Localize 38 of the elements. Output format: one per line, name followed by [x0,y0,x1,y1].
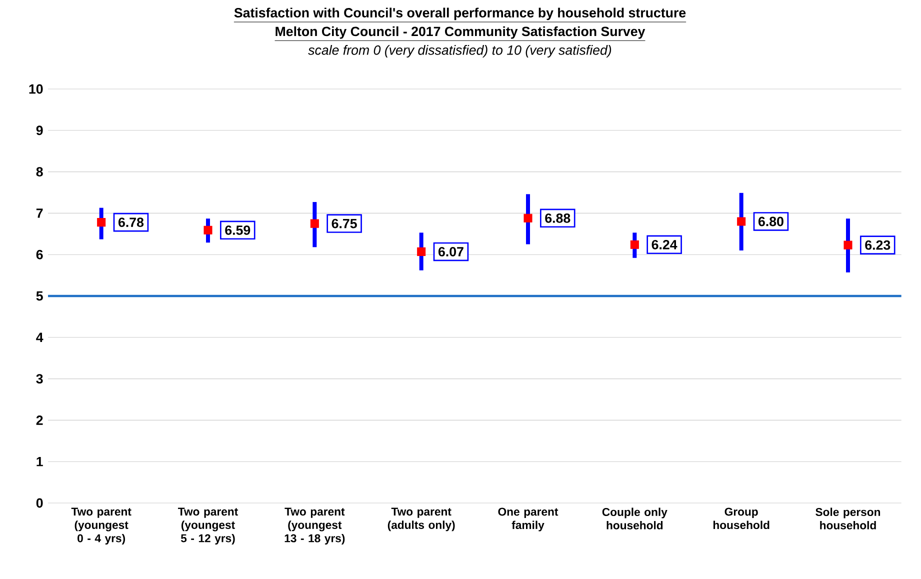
x-tick-label: One parent family [498,508,558,532]
x-tick-label: Group household [713,508,770,530]
data-label: 6.88 [545,213,570,223]
data-label: 6.59 [225,225,250,235]
y-tick-label: 10 [29,84,43,94]
x-tick-label: Two parent (youngest 0 - 4 yrs) [71,508,132,545]
x-tick-label: Sole person household [816,508,880,530]
chart-title: Satisfaction with Council's overall performance by household structure [234,8,686,20]
y-tick-label: 2 [36,416,43,425]
point [630,240,639,249]
data-label: 6.78 [118,218,144,228]
data-label: 6.80 [758,216,784,226]
data-label: 6.24 [652,240,678,250]
point [97,218,106,227]
y-tick-label: 1 [36,457,43,466]
y-tick-label: 6 [36,250,43,260]
y-tick-label: 8 [36,167,43,177]
data-label: 6.07 [438,246,464,256]
x-tick-label: Two parent (youngest 5 - 12 yrs) [178,508,238,545]
text: scale from 0 (very dissatisfied) to 10 (very satisfied) [308,45,612,58]
point [204,226,212,234]
point [737,217,746,226]
x-tick-label: Couple only household [602,508,668,530]
y-tick-label: 3 [36,374,43,384]
y-tick-label: 7 [36,208,43,218]
data-label: 6.23 [865,240,890,250]
data-label: 6.75 [332,218,357,228]
point [310,219,319,228]
x-tick-label: Two parent (adults only) [388,508,455,532]
x-tick-label: Two parent (youngest 13 - 18 yrs) [284,508,345,545]
y-tick-label: 5 [36,291,43,301]
point [524,214,532,222]
y-tick-label: 4 [36,332,44,342]
point [844,240,852,250]
y-tick-label: 0 [36,498,43,508]
chart-subtitle: Melton City Council - 2017 Community Satisfaction Survey [276,26,646,39]
point [417,247,426,256]
y-tick-label: 9 [36,126,43,136]
